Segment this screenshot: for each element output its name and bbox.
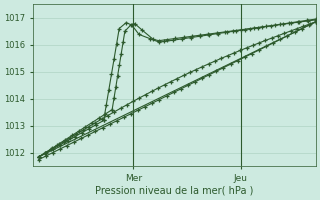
X-axis label: Pression niveau de la mer( hPa ): Pression niveau de la mer( hPa ) xyxy=(95,186,253,196)
